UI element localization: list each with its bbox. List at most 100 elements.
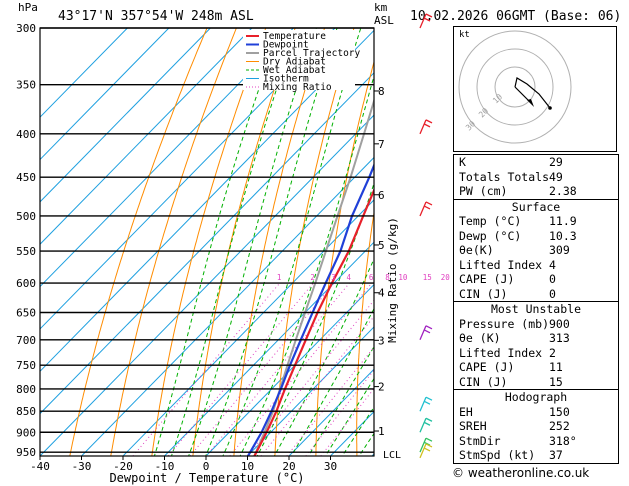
surface-title: Surface	[454, 198, 618, 215]
km-label: km	[374, 1, 388, 14]
wind-barb-flag	[423, 17, 431, 22]
temp-tick-label: 30	[324, 460, 337, 473]
surface-label: Dewp (°C)	[459, 228, 522, 243]
temp-tick-label: 20	[282, 460, 295, 473]
wind-barb-flag	[423, 123, 431, 128]
surface-value: 11.9	[549, 214, 577, 229]
wind-barb	[419, 396, 433, 412]
pressure-tick-label: 550	[16, 245, 36, 258]
surface-value: 4	[549, 257, 556, 272]
isotherm-line	[40, 114, 374, 456]
pressure-tick-label: 350	[16, 79, 36, 92]
km-tick-label: 5	[378, 239, 385, 252]
wind-barb-flag	[425, 437, 433, 442]
mu-value: 11	[549, 360, 563, 375]
mu-label: Pressure (mb)	[459, 316, 550, 331]
pressure-tick-label: 950	[16, 446, 36, 459]
mixing-ratio-line	[205, 282, 350, 456]
legend-entry: Wet Adiabat	[263, 65, 326, 76]
wet-adiabat	[205, 28, 338, 456]
temp-tick-label: -20	[113, 460, 133, 473]
isotherm-line	[164, 241, 374, 456]
isotherm-line	[288, 368, 374, 456]
mixing-ratio-label: 2	[310, 273, 315, 282]
hodo-label: EH	[459, 404, 473, 419]
legend-entry: Dry Adiabat	[263, 57, 326, 68]
wind-barb-staff	[419, 437, 427, 453]
km-tick-label: 4	[378, 287, 385, 300]
hpa-label: hPa	[18, 1, 38, 14]
mu-label: CIN (J)	[459, 374, 508, 389]
wind-barb-flag	[425, 325, 433, 330]
hodo-kt-label: kt	[459, 30, 470, 40]
dry-adiabat	[233, 28, 326, 456]
index-value: 29	[549, 155, 563, 170]
dry-adiabat	[69, 28, 208, 456]
hodo-value: 252	[549, 419, 570, 434]
dry-adiabat	[315, 60, 374, 456]
pressure-tick-label: 600	[16, 277, 36, 290]
surface-value: 0	[549, 272, 556, 287]
pressure-tick-label: 900	[16, 426, 36, 439]
wind-barb-staff	[419, 417, 427, 433]
isotherm-line	[40, 28, 170, 161]
mu-label: Lifted Index	[459, 345, 543, 360]
wind-barb-staff	[419, 325, 427, 341]
wind-barb	[419, 325, 433, 341]
isotherm-line	[40, 28, 336, 330]
indices-panel: K 29 Totals Totals 49 PW (cm) 2.38 Surface …	[453, 154, 619, 464]
mixing-ratio-label: 1	[277, 273, 282, 282]
wet-adiabat	[239, 74, 374, 456]
wind-barb	[419, 201, 433, 217]
wet-adiabat	[188, 28, 317, 456]
isotherm-line	[40, 28, 253, 245]
copyright[interactable]: © weatheronline.co.uk	[452, 466, 590, 480]
wind-barb-staff	[419, 13, 427, 29]
legend-box	[243, 30, 355, 90]
dewpoint-line	[246, 162, 374, 456]
wind-barb	[419, 443, 433, 459]
hodo-value: 318°	[549, 433, 577, 448]
km-tick-label: 8	[378, 85, 385, 98]
pressure-tick-label: 300	[16, 22, 36, 35]
surface-value: 0	[549, 286, 556, 301]
pressure-tick-label: 500	[16, 210, 36, 223]
pressure-tick-label: 700	[16, 334, 36, 347]
location-title: 43°17'N 357°54'W 248m ASL	[58, 9, 254, 24]
plot-area	[40, 28, 374, 456]
lcl-label: LCL	[383, 450, 401, 461]
temp-tick-label: 10	[241, 460, 254, 473]
mu-value: 900	[549, 316, 570, 331]
wind-barb-flag	[423, 329, 431, 334]
wind-barb-flag	[425, 417, 433, 422]
index-value: 2.38	[549, 184, 577, 199]
isotherm-line	[205, 283, 374, 456]
surface-label: Temp (°C)	[459, 214, 522, 229]
mixing-ratio-label: 15	[423, 273, 432, 282]
wind-barb-flag	[425, 201, 433, 206]
dry-adiabat	[110, 28, 237, 456]
km-tick-label: 7	[378, 138, 385, 151]
isotherm-line	[40, 28, 211, 203]
index-label: Totals Totals	[459, 169, 550, 184]
wind-barb-flag	[425, 119, 433, 124]
mixing-ratio-label: 4	[347, 273, 352, 282]
mu-value: 313	[549, 331, 570, 346]
temp-tick-label: -10	[155, 460, 175, 473]
mixing-ratio-line	[132, 282, 281, 456]
mixing-ratio-label: 10	[398, 273, 408, 282]
surface-label: θe(K)	[459, 243, 494, 258]
dry-adiabat	[192, 28, 296, 456]
temp-tick-label: -30	[72, 460, 92, 473]
pressure-tick-label: 750	[16, 359, 36, 372]
surface-label: CAPE (J)	[459, 272, 515, 287]
temp-tick-label: 0	[203, 460, 210, 473]
legend-entry: Dewpoint	[263, 40, 309, 51]
hodograph-title: Hodograph	[454, 389, 618, 405]
isotherm-line	[122, 199, 374, 456]
mixing-ratio-line	[167, 282, 314, 456]
plot-frame	[39, 27, 375, 457]
wind-barb-staff	[419, 396, 427, 412]
